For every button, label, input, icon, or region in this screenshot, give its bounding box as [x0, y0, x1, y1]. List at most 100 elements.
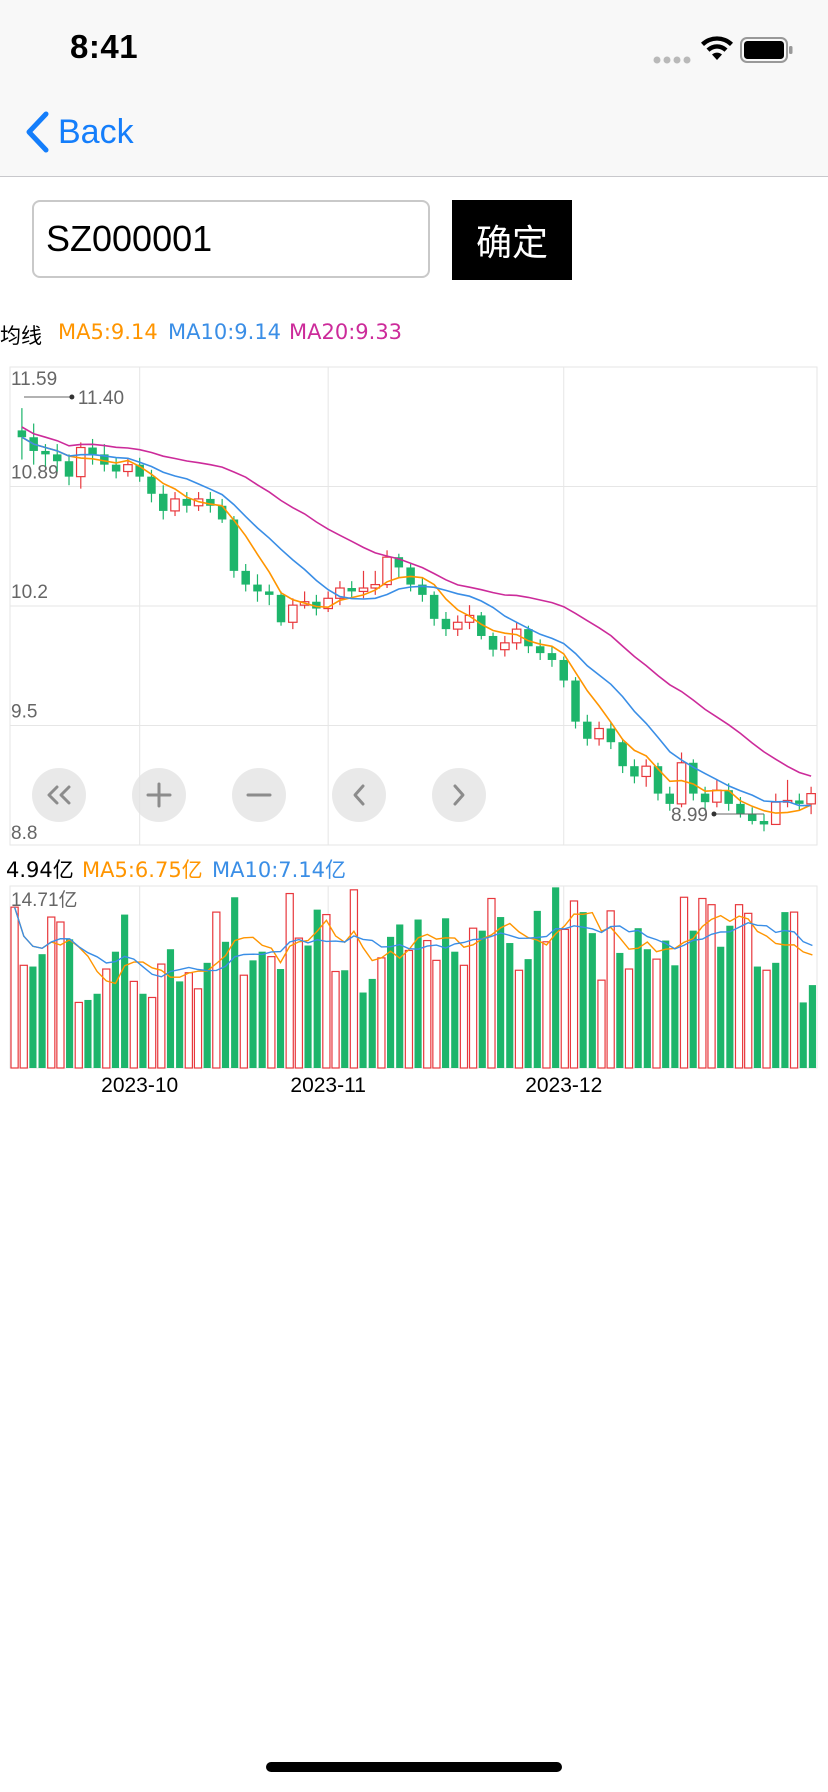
volume-bar-down	[616, 952, 624, 1068]
candle	[594, 721, 604, 746]
candle-body-up	[676, 762, 687, 805]
candle	[618, 738, 627, 774]
candle-body-up	[382, 556, 392, 586]
prev-button[interactable]	[332, 768, 386, 822]
candle	[111, 457, 121, 479]
zoom-in-button[interactable]	[132, 768, 186, 822]
volume-bar-down	[533, 910, 541, 1068]
candle-body-down	[736, 803, 745, 815]
ma5-line	[21, 436, 812, 814]
confirm-button[interactable]: 确定	[452, 200, 572, 280]
candle-body-down	[689, 762, 698, 794]
chevron-left-icon	[26, 111, 49, 153]
volume-bar-down	[29, 966, 37, 1068]
stock-code-input[interactable]	[32, 200, 430, 278]
candle	[241, 564, 250, 592]
volume-bar-down	[442, 918, 450, 1068]
back-label: Back	[58, 112, 134, 151]
ma5-legend: MA5:9.14	[58, 320, 158, 344]
volume-bar-down	[38, 954, 46, 1068]
candle-body-down	[418, 584, 427, 595]
volume-bar-down	[524, 959, 532, 1068]
candle-body-up	[287, 604, 298, 623]
back-button[interactable]: Back	[24, 110, 134, 154]
candle	[547, 646, 557, 667]
volume-bar-down	[231, 897, 239, 1068]
candle-body-down	[488, 635, 498, 650]
volume-bar-up	[487, 897, 496, 1069]
volume-bar-up	[349, 889, 359, 1069]
zoom-out-button[interactable]	[232, 768, 286, 822]
volume-bar-up	[19, 964, 28, 1069]
home-indicator	[266, 1762, 562, 1772]
candle	[429, 591, 439, 626]
candle-body-down	[700, 793, 710, 803]
volume-bar-up	[624, 968, 634, 1069]
volume-bar-down	[772, 962, 780, 1068]
signal-icon	[653, 52, 691, 70]
candle-body-up	[358, 587, 369, 593]
max-annotation-label: 11.40	[78, 388, 124, 409]
candle-body-up	[806, 793, 816, 805]
candle	[347, 581, 356, 599]
plus-icon	[146, 782, 172, 808]
volume-bar-down	[66, 939, 74, 1068]
kline-chart[interactable]: 11.59 10.89 10.2 9.5 8.8 11.40 8.99 14.71亿 20…	[0, 360, 828, 1110]
volume-ma-lines: 14.71亿	[11, 889, 813, 985]
date-tick-label: 2023-10	[101, 1074, 178, 1097]
candle	[641, 759, 652, 787]
candle-body-down	[135, 464, 144, 477]
date-tick-label: 2023-12	[525, 1074, 602, 1097]
volume-bar-down	[753, 966, 761, 1068]
candle-body-down	[724, 790, 733, 804]
ma20-line	[21, 426, 812, 777]
next-button[interactable]	[432, 768, 486, 822]
candle	[64, 454, 74, 486]
volume-max-label: 14.71亿	[11, 889, 78, 911]
volume-bar-down	[368, 978, 376, 1068]
candle-body-down	[524, 629, 533, 647]
candle-body-down	[429, 594, 439, 619]
candle-body-down	[394, 557, 404, 568]
volume-bar-up	[744, 912, 753, 1069]
candle-body-up	[641, 765, 652, 778]
candle-body-down	[253, 584, 262, 592]
volume-bar-up	[789, 911, 799, 1069]
volume-bar-down	[643, 949, 651, 1068]
candle	[276, 591, 286, 626]
candle-body-down	[630, 766, 639, 777]
candle	[571, 677, 580, 729]
volume-bar-down	[304, 945, 312, 1068]
candle-body-up	[323, 597, 333, 610]
candle	[747, 807, 757, 825]
candle	[358, 570, 369, 599]
status-time: 8:41	[70, 28, 139, 65]
status-bar: 8:41	[0, 0, 828, 100]
volume-bar-up	[597, 979, 606, 1069]
candle	[724, 783, 733, 811]
moving-average-lines	[21, 426, 812, 814]
volume-ma10-legend: MA10:7.14亿	[212, 858, 347, 882]
date-tick-label: 2023-11	[290, 1074, 366, 1097]
candle	[606, 721, 616, 750]
volume-ma5-legend: MA5:6.75亿	[82, 858, 203, 882]
candle-body-down	[147, 476, 156, 494]
candle	[535, 639, 545, 660]
fast-rewind-button[interactable]	[32, 768, 86, 822]
volume-bar-up	[239, 974, 249, 1069]
candle	[477, 611, 486, 640]
volume-bar-up	[47, 916, 56, 1069]
max-annotation-dot	[69, 394, 75, 400]
candle-body-down	[229, 519, 239, 571]
price-annotations: 11.40 8.99	[24, 388, 764, 826]
candle-body-down	[606, 728, 616, 743]
chevron-right-icon	[453, 784, 465, 806]
volume-panel-frame	[9, 885, 818, 1069]
candle	[206, 492, 215, 513]
candle-body-down	[535, 646, 545, 654]
minus-icon	[246, 793, 272, 797]
candle-body-down	[795, 800, 804, 804]
candle-body-down	[618, 742, 627, 767]
volume-bar-up	[267, 956, 276, 1069]
price-tick-label: 10.89	[11, 463, 59, 484]
